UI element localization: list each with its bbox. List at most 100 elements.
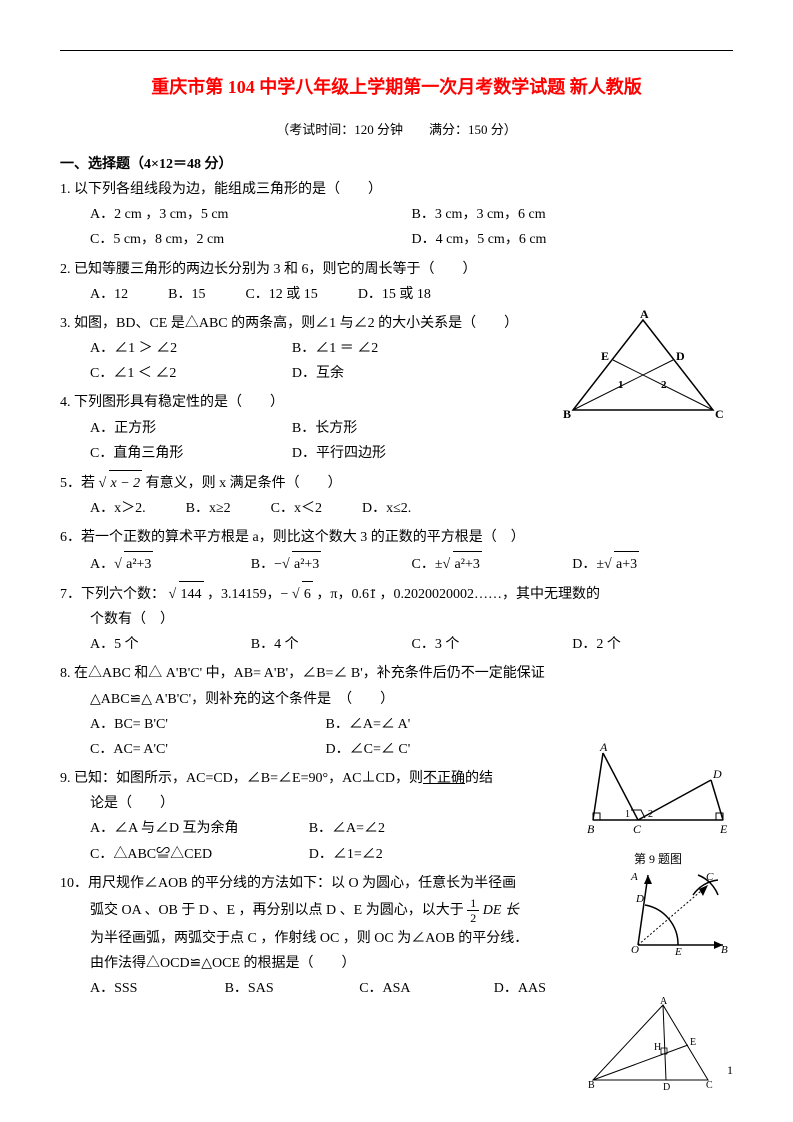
- q6-options: A．a²+3 B．−a²+3 C．±a²+3 D．±a+3: [60, 551, 733, 577]
- q8-opt-d: D．∠C=∠ C': [326, 737, 562, 762]
- q8-text: 8. 在△ABC 和△ A'B'C' 中，AB= A'B'，∠B=∠ B'，补充…: [60, 661, 733, 686]
- q9-opt-d: D．∠1=∠2: [309, 842, 528, 867]
- q1-opt-a: A．2 cm ，3 cm，5 cm: [90, 202, 412, 227]
- q5-after: 有意义，则 x 满足条件（ ）: [146, 476, 342, 491]
- fig9-label-1: 1: [625, 809, 630, 820]
- fig3-label-E: E: [601, 349, 609, 363]
- q2-opt-d: D．15 或 18: [358, 282, 431, 307]
- q9-opt-c: C．△ABC≌△CED: [90, 842, 309, 867]
- q1-opt-d: D．4 cm，5 cm，6 cm: [412, 227, 734, 252]
- fig10-label-E: E: [674, 946, 682, 958]
- q7-opt-c: C．3 个: [412, 632, 573, 657]
- q8-opt-b: B．∠A=∠ A': [326, 712, 562, 737]
- q5-text: 5．若 x − 2 有意义，则 x 满足条件（ ）: [60, 470, 733, 496]
- question-2: 2. 已知等腰三角形的两边长分别为 3 和 6，则它的周长等于（ ） A．12 …: [60, 257, 733, 307]
- q7-opt-a: A．5 个: [90, 632, 251, 657]
- figure-q10: O A B D E C: [623, 870, 733, 964]
- q5-opt-c: C．x＜2: [271, 496, 322, 521]
- q9-options: A．∠A 与∠D 互为余角 B．∠A=∠2 C．△ABC≌△CED D．∠1=∠…: [60, 816, 527, 866]
- q10-opt-a: A．SSS: [90, 976, 225, 1001]
- question-6: 6．若一个正数的算术平方根是 a，则比这个数大 3 的正数的平方根是（ ） A．…: [60, 525, 733, 576]
- q5-options: A．x＞2. B．x≥2 C．x＜2 D．x≤2.: [60, 496, 733, 521]
- fig10-label-C: C: [706, 871, 714, 883]
- q5-before: 5．若: [60, 476, 95, 491]
- q2-opt-a: A．12: [90, 282, 128, 307]
- q7-sqrt144: 144: [179, 581, 204, 607]
- section-1-header: 一、选择题（4×12＝48 分）: [60, 152, 733, 177]
- q10-opt-d: D．AAS: [494, 976, 629, 1001]
- q10-opt-c: C．ASA: [359, 976, 494, 1001]
- q6-opt-d: D．±a+3: [572, 551, 733, 577]
- q1-text: 1. 以下列各组线段为边，能组成三角形的是（ ）: [60, 177, 733, 202]
- figure-q11: A B C D E H: [588, 1000, 718, 1099]
- q3-options: A．∠1 ＞ ∠2 B．∠1 ＝ ∠2 C．∠1 ＜ ∠2 D．互余: [60, 336, 494, 386]
- q7-line2: 个数有（ ）: [60, 607, 733, 632]
- fig10-label-A: A: [630, 871, 638, 883]
- q3-opt-d: D．互余: [292, 361, 494, 386]
- fig9-label-A: A: [599, 740, 608, 754]
- q6-opt-a: A．a²+3: [90, 551, 251, 577]
- q7-text: 7．下列六个数： 144 ，3.14159，− 6 ，π，0.61 ，0.202…: [60, 581, 733, 607]
- fig9-label-2: 2: [648, 809, 653, 820]
- q9-opt-b: B．∠A=∠2: [309, 816, 528, 841]
- q2-opt-b: B．15: [168, 282, 205, 307]
- q7-sqrt6: 6: [302, 581, 313, 607]
- q10-options: A．SSS B．SAS C．ASA D．AAS: [60, 976, 628, 1001]
- fig3-label-D: D: [676, 349, 685, 363]
- question-1: 1. 以下列各组线段为边，能组成三角形的是（ ） A．2 cm ，3 cm，5 …: [60, 177, 733, 253]
- q4-opt-c: C．直角三角形: [90, 441, 292, 466]
- q5-opt-a: A．x＞2.: [90, 496, 146, 521]
- question-5: 5．若 x − 2 有意义，则 x 满足条件（ ） A．x＞2. B．x≥2 C…: [60, 470, 733, 521]
- question-7: 7．下列六个数： 144 ，3.14159，− 6 ，π，0.61 ，0.202…: [60, 581, 733, 658]
- q7-opt-b: B．4 个: [251, 632, 412, 657]
- q1-opt-b: B．3 cm，3 cm，6 cm: [412, 202, 734, 227]
- top-rule: [60, 50, 733, 51]
- q4-opt-d: D．平行四边形: [292, 441, 494, 466]
- exam-subtitle: （考试时间：120 分钟 满分：150 分）: [60, 118, 733, 141]
- q2-opt-c: C．12 或 15: [245, 282, 317, 307]
- fig11-label-A: A: [660, 996, 668, 1007]
- q3-opt-a: A．∠1 ＞ ∠2: [90, 336, 292, 361]
- q6-opt-c: C．±a²+3: [412, 551, 573, 577]
- q8-options: A．BC= B'C' B．∠A=∠ A' C．AC= A'C' D．∠C=∠ C…: [60, 712, 561, 762]
- q4-text: 4. 下列图形具有稳定性的是（ ）: [60, 390, 733, 415]
- fig3-label-1: 1: [618, 379, 624, 391]
- q8-opt-a: A．BC= B'C': [90, 712, 326, 737]
- q8-opt-c: C．AC= A'C': [90, 737, 326, 762]
- q2-text: 2. 已知等腰三角形的两边长分别为 3 和 6，则它的周长等于（ ）: [60, 257, 733, 282]
- fig9-label-D: D: [712, 767, 722, 781]
- q5-opt-d: D．x≤2.: [362, 496, 411, 521]
- fig3-label-A: A: [640, 307, 649, 321]
- fig11-label-H: H: [654, 1042, 661, 1053]
- fig9-label-E: E: [719, 822, 728, 836]
- fig10-label-D: D: [635, 893, 644, 905]
- figure-q9: A B C D E 1 2 第 9 题图: [583, 745, 733, 871]
- q4-options: A．正方形 B．长方形 C．直角三角形 D．平行四边形: [60, 416, 494, 466]
- question-4: 4. 下列图形具有稳定性的是（ ） A．正方形 B．长方形 C．直角三角形 D．…: [60, 390, 733, 466]
- q4-opt-b: B．长方形: [292, 416, 494, 441]
- q6-text: 6．若一个正数的算术平方根是 a，则比这个数大 3 的正数的平方根是（ ）: [60, 525, 733, 550]
- q10-opt-b: B．SAS: [225, 976, 360, 1001]
- q3-opt-c: C．∠1 ＜ ∠2: [90, 361, 292, 386]
- q4-opt-a: A．正方形: [90, 416, 292, 441]
- q1-options: A．2 cm ，3 cm，5 cm B．3 cm，3 cm，6 cm C．5 c…: [60, 202, 733, 252]
- q10-fraction: 12: [467, 896, 479, 926]
- q6-opt-b: B．−a²+3: [251, 551, 412, 577]
- exam-title: 重庆市第 104 中学八年级上学期第一次月考数学试题 新人教版: [60, 71, 733, 103]
- q8-line2: △ABC≌△ A'B'C'，则补充的这个条件是 （ ）: [60, 687, 733, 712]
- fig9-label-B: B: [587, 822, 595, 836]
- q5-sqrt: x − 2: [109, 470, 143, 496]
- q2-options: A．12 B．15 C．12 或 15 D．15 或 18: [60, 282, 733, 307]
- fig11-label-B: B: [588, 1080, 595, 1091]
- fig10-label-B: B: [721, 944, 728, 956]
- q5-opt-b: B．x≥2: [186, 496, 231, 521]
- fig3-label-2: 2: [661, 379, 667, 391]
- fig11-label-D: D: [663, 1082, 670, 1093]
- q3-opt-b: B．∠1 ＝ ∠2: [292, 336, 494, 361]
- fig11-label-E: E: [690, 1037, 696, 1048]
- q7-opt-d: D．2 个: [572, 632, 733, 657]
- page-number: 1: [727, 1060, 733, 1082]
- q7-options: A．5 个 B．4 个 C．3 个 D．2 个: [60, 632, 733, 657]
- q1-opt-c: C．5 cm，8 cm，2 cm: [90, 227, 412, 252]
- fig10-label-O: O: [631, 944, 639, 956]
